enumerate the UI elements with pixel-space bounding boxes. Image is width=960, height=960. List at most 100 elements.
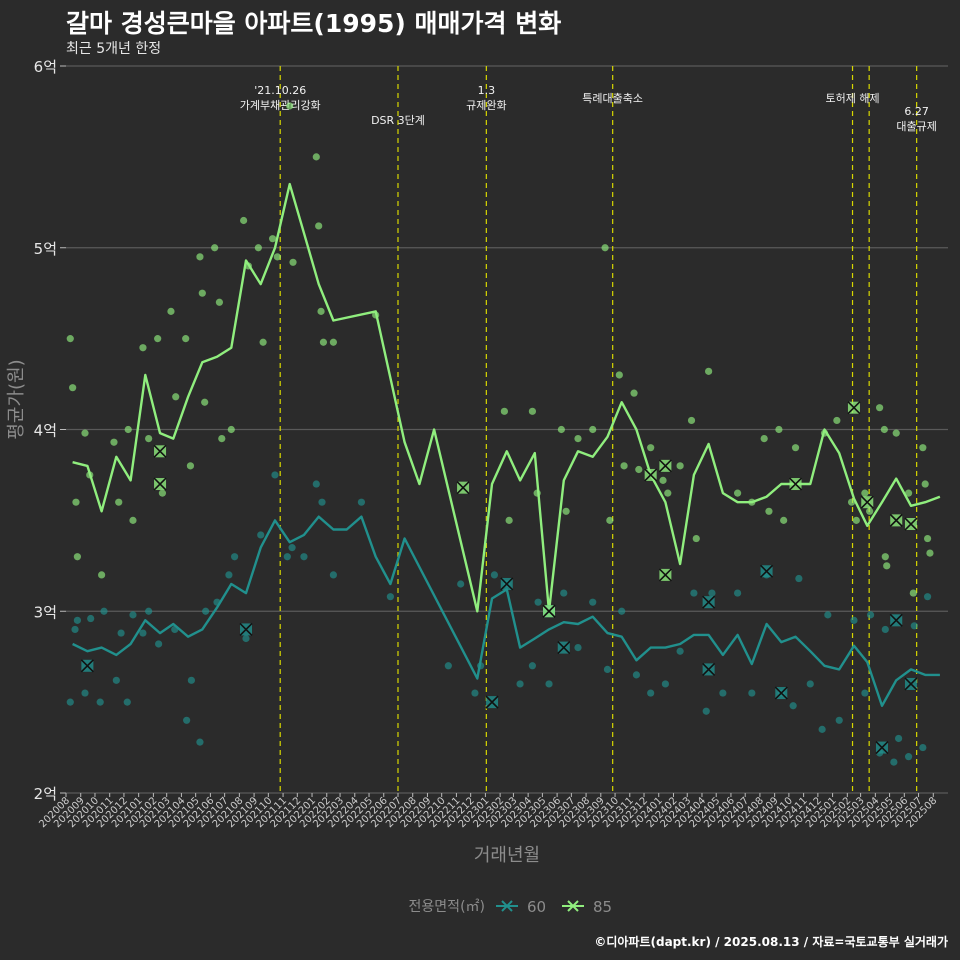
series-85-point: [620, 462, 628, 470]
series-60-point: [574, 644, 582, 652]
series-85-point: [705, 367, 713, 375]
series-85-point: [145, 434, 153, 443]
series-85-point: [923, 534, 932, 543]
x-axis-title: 거래년월: [474, 845, 540, 866]
series-85-point: [780, 516, 788, 524]
marker-cross: [557, 641, 571, 655]
series-60-point: [733, 589, 742, 597]
series-60-point: [603, 665, 612, 674]
event-layer: '21.10.26 가계부채관리강화 DSR 3단계 1.3 규제완화 특례대출축소 토허제…: [240, 66, 937, 793]
marker-cross: [542, 604, 556, 618]
marker-layer: [80, 401, 918, 755]
series-60-point: [795, 574, 803, 583]
series-60-marker: [702, 662, 716, 676]
series-60-point: [318, 498, 326, 506]
series-60-point: [881, 625, 889, 634]
series-60-point: [647, 689, 655, 697]
legend-title: 전용면적(㎡): [409, 899, 485, 915]
series-85-point: [186, 462, 195, 470]
series-85-point: [883, 562, 891, 570]
y-tick-label: 4억: [34, 422, 57, 440]
series-85-point: [129, 516, 137, 524]
series-60-point: [690, 589, 698, 597]
series-85-point: [198, 289, 206, 297]
series-85-point: [227, 425, 235, 434]
legend-label: 85: [593, 898, 612, 916]
series-60-point: [457, 580, 465, 588]
series-60-marker: [889, 613, 903, 627]
series-60-marker: [774, 686, 788, 700]
series-85-point: [904, 489, 913, 497]
event-label: 특례대출축소: [582, 92, 643, 105]
series-60-point: [329, 571, 338, 579]
series-85-marker: [658, 568, 672, 582]
scatter-layer: [66, 102, 934, 766]
series-85-point: [635, 465, 643, 474]
series-85-marker: [153, 477, 167, 491]
series-85-point: [81, 429, 89, 437]
series-60-point: [789, 702, 797, 710]
series-85-point: [775, 425, 783, 434]
series-85-point: [269, 235, 277, 243]
series-85-point: [676, 462, 684, 470]
series-85-marker: [644, 468, 658, 482]
series-85-point: [240, 216, 248, 225]
series-60-point: [910, 622, 918, 630]
series-85-point: [909, 589, 917, 597]
series-85-point: [692, 534, 700, 543]
series-60-point: [589, 598, 597, 606]
series-60-point: [748, 689, 756, 697]
series-60-point: [866, 611, 875, 619]
series-85-point: [880, 425, 888, 434]
series-85-point: [606, 516, 614, 524]
series-60-marker: [80, 659, 94, 673]
series-85-point: [528, 407, 537, 415]
series-85-point: [72, 498, 80, 506]
series-85-point: [215, 298, 224, 306]
chart-subtitle: 최근 5개년 한정: [66, 41, 162, 57]
series-60-point: [895, 734, 903, 743]
series-85-point: [881, 553, 889, 561]
series-85-point: [500, 407, 508, 415]
series-60-point: [196, 738, 204, 746]
series-85-point: [329, 338, 338, 346]
series-60-point: [155, 640, 163, 648]
series-85-point: [158, 489, 167, 497]
series-85-marker: [847, 401, 861, 415]
marker-cross: [702, 662, 716, 676]
series-60-point: [100, 607, 108, 615]
marker-cross: [456, 481, 470, 495]
marker-cross: [875, 740, 889, 755]
event-label: 토허제 해제: [825, 91, 879, 105]
y-tick-label: 3억: [34, 603, 57, 621]
marker-cross: [500, 577, 514, 591]
series-85-point: [919, 444, 927, 452]
series-60-point: [71, 625, 79, 634]
marker-cross: [239, 622, 253, 636]
series-85-point: [866, 507, 874, 515]
series-60-point: [123, 698, 131, 706]
series-60-marker: [759, 564, 774, 578]
series-85-point: [182, 335, 190, 343]
grid-layer: [66, 65, 948, 794]
chart-title: 갈마 경성큰마을 아파트(1995) 매매가격 변화: [66, 9, 562, 38]
series-85-marker: [788, 477, 803, 491]
series-60-point: [87, 614, 95, 623]
series-85-point: [196, 253, 204, 261]
series-60-point: [490, 571, 499, 579]
legend-swatch-cross: [501, 900, 513, 912]
series-85-point: [124, 425, 132, 434]
series-60-point: [632, 671, 641, 679]
series-85-line: [72, 182, 941, 613]
series-60-point: [861, 689, 869, 697]
series-85-point: [630, 389, 638, 397]
series-85-point: [317, 307, 325, 315]
series-85-point: [687, 416, 696, 425]
series-85-marker: [889, 513, 903, 527]
marker-cross: [904, 677, 918, 691]
series-60-point: [528, 662, 537, 670]
series-60-point: [66, 698, 74, 706]
series-60-point: [145, 607, 153, 615]
series-85-point: [312, 153, 320, 161]
